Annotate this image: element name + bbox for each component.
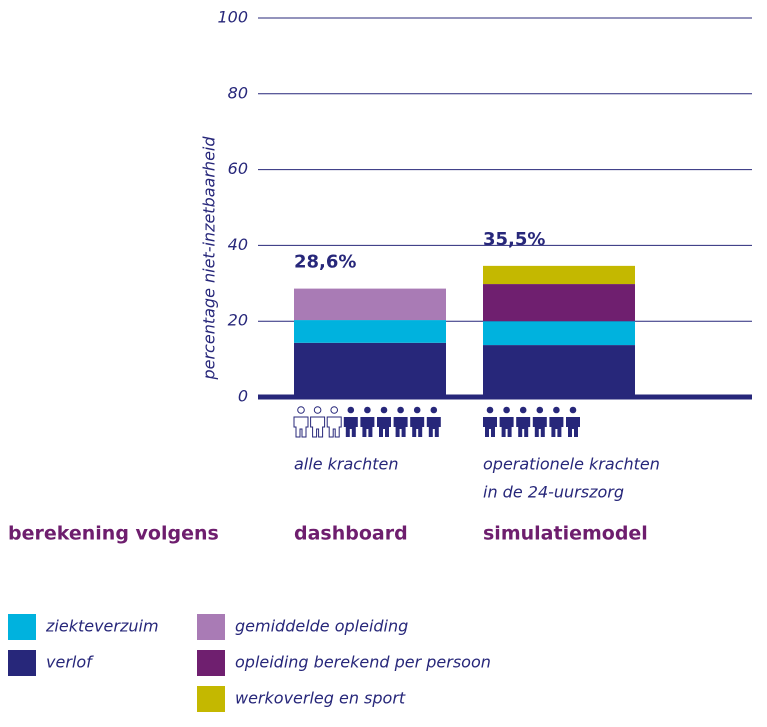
legend-swatch xyxy=(197,650,225,676)
person-icon xyxy=(532,406,547,437)
person-body xyxy=(393,417,408,437)
person-body xyxy=(499,417,514,437)
person-body xyxy=(360,417,375,437)
person-icon xyxy=(499,406,514,437)
person-body xyxy=(410,417,425,437)
person-head xyxy=(413,406,421,414)
person-head xyxy=(569,406,577,414)
category-label: dashboard xyxy=(294,523,408,545)
bar-segment xyxy=(294,288,446,321)
person-body xyxy=(293,416,309,438)
person-body xyxy=(483,417,497,437)
person-icon xyxy=(516,406,531,437)
legend-swatch xyxy=(8,650,36,676)
person-body xyxy=(532,417,547,437)
person-head xyxy=(486,406,494,414)
person-head xyxy=(364,406,371,414)
bar-segment xyxy=(294,320,446,343)
y-tick-label: 60 xyxy=(228,159,248,178)
person-head xyxy=(503,406,510,414)
y-tick-label: 20 xyxy=(228,311,248,330)
legend-swatch xyxy=(197,686,225,712)
bar-segment xyxy=(294,342,446,397)
legend-label: gemiddelde opleiding xyxy=(235,617,408,636)
person-body xyxy=(549,417,564,437)
legend-label: ziekteverzuim xyxy=(45,617,159,636)
legend-swatch xyxy=(8,614,36,640)
row-label: berekening volgens xyxy=(8,523,219,545)
person-head xyxy=(313,406,322,414)
person-body xyxy=(310,416,326,438)
total-label: 28,6% xyxy=(294,252,356,273)
person-icon xyxy=(293,406,309,438)
bar-segment xyxy=(483,265,635,285)
category-label: simulatiemodel xyxy=(483,523,648,545)
person-body xyxy=(426,417,441,437)
person-icon xyxy=(326,406,342,438)
person-icon xyxy=(566,406,580,437)
person-body xyxy=(326,416,342,438)
person-icon xyxy=(393,406,408,437)
person-head xyxy=(380,406,388,414)
bar-segment xyxy=(483,321,635,346)
legend-label: werkoverleg en sport xyxy=(235,689,406,708)
person-icon xyxy=(483,406,497,437)
person-head xyxy=(553,406,560,414)
person-body xyxy=(343,417,358,437)
total-label: 35,5% xyxy=(483,229,545,250)
sub-label: in de 24-uurszorg xyxy=(483,483,624,502)
legend-label: opleiding berekend per persoon xyxy=(235,653,491,672)
person-icon xyxy=(426,406,441,437)
person-icon xyxy=(360,406,375,437)
legend-label: verlof xyxy=(46,653,94,672)
person-head xyxy=(397,406,404,414)
person-body xyxy=(516,417,531,437)
person-head xyxy=(430,406,438,414)
y-tick-label: 0 xyxy=(238,387,248,406)
person-icon xyxy=(377,406,391,437)
person-icon xyxy=(343,406,358,437)
person-head xyxy=(536,406,544,414)
y-tick-label: 80 xyxy=(228,83,248,102)
legend-swatch xyxy=(197,614,225,640)
sub-label: operationele krachten xyxy=(483,455,660,474)
y-tick-label: 40 xyxy=(228,235,248,254)
sub-label: alle krachten xyxy=(294,455,398,474)
person-head xyxy=(297,406,305,414)
person-icon xyxy=(310,406,326,438)
bar-segment xyxy=(483,284,635,322)
person-head xyxy=(519,406,527,414)
person-head xyxy=(330,406,339,414)
person-body xyxy=(566,417,580,437)
y-axis-label: percentage niet-inzetbaarheid xyxy=(200,136,219,381)
person-body xyxy=(377,417,391,437)
y-tick-label: 100 xyxy=(217,8,248,27)
person-icon xyxy=(410,406,425,437)
person-head xyxy=(347,406,355,414)
person-icon xyxy=(549,406,564,437)
bar-segment xyxy=(483,345,635,397)
